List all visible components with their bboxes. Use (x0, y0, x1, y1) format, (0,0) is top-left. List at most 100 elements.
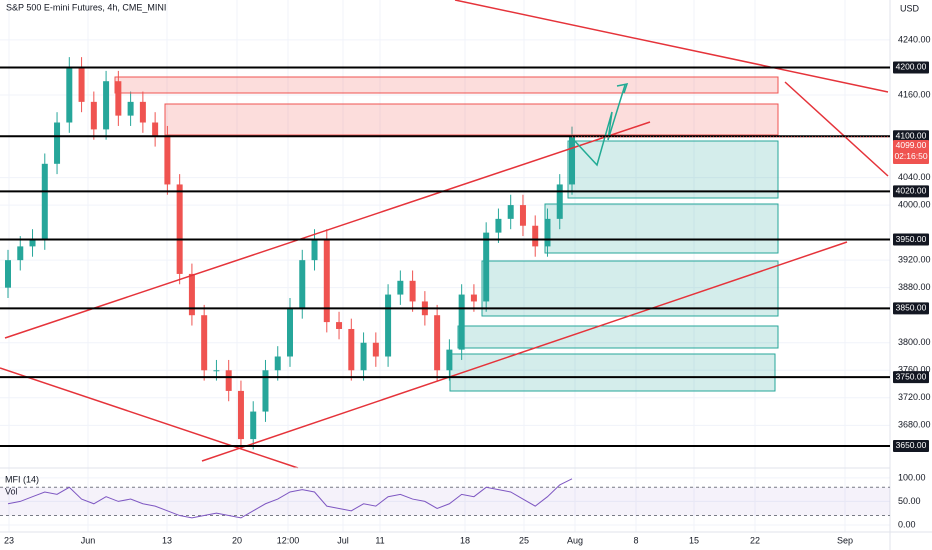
candle-body (250, 411, 257, 440)
candle-body (29, 239, 36, 247)
x-tick-label: 15 (689, 535, 699, 545)
candle-body (556, 184, 563, 219)
candle-body (127, 101, 134, 116)
projection-arrow (616, 83, 629, 94)
y-tick-label: 3680.00 (898, 420, 931, 430)
candle-body (483, 232, 490, 302)
x-tick-label: 18 (460, 535, 470, 545)
level-label-box (893, 439, 929, 452)
candle-body (323, 239, 330, 323)
candle-body (409, 280, 416, 302)
candle-body (507, 205, 514, 219)
candle-body (262, 370, 269, 412)
x-tick-label: 20 (232, 535, 242, 545)
y-tick-label: 4040.00 (898, 172, 931, 182)
candle-body (495, 218, 502, 233)
demand-zone (481, 260, 779, 317)
candle-body (5, 260, 11, 288)
trend-line (4, 121, 651, 339)
y-tick-label: 3760.00 (898, 365, 931, 375)
candle-body (348, 328, 355, 371)
trend-line (454, 0, 889, 93)
candle-body (385, 294, 392, 357)
demand-zone (449, 353, 776, 392)
level-label: 3950.00 (896, 234, 927, 244)
candle-body (287, 308, 293, 357)
x-tick-label: Jun (81, 535, 96, 545)
x-tick-label: 8 (633, 535, 638, 545)
y-tick-label: 3880.00 (898, 282, 931, 292)
level-label: 4020.00 (896, 186, 927, 196)
last-price-box (893, 139, 929, 164)
x-tick-label: 11 (375, 535, 384, 545)
level-label-box (893, 371, 929, 384)
trend-line (201, 241, 848, 462)
candle-body (41, 163, 48, 240)
drawings (0, 0, 889, 469)
candle-body (188, 273, 195, 316)
candle-body (103, 81, 110, 130)
candle-body (299, 260, 306, 309)
candle-body (90, 101, 97, 130)
demand-zone (567, 140, 779, 199)
level-label: 4100.00 (896, 131, 927, 141)
candle-body (66, 67, 73, 123)
y-tick-label: 4000.00 (898, 199, 931, 209)
candle-body (311, 239, 318, 261)
level-label: 3750.00 (896, 371, 927, 381)
level-label: 3650.00 (896, 440, 927, 450)
x-tick-label: Jul (337, 535, 349, 545)
candle-body (152, 122, 159, 137)
grid (0, 0, 890, 532)
candle-body (458, 294, 465, 350)
currency: USD (900, 3, 920, 13)
candle-body (54, 122, 61, 164)
level-label-box (893, 185, 929, 198)
candle-body (434, 315, 441, 371)
y-tick-label: 3720.00 (898, 392, 931, 402)
mfi-tick-label: 0.00 (898, 519, 916, 529)
x-tick-label: 13 (162, 535, 172, 545)
demand-zone (457, 325, 779, 349)
x-tick-label: Sep (837, 535, 853, 545)
candle-body (225, 370, 232, 391)
level-label-box (893, 233, 929, 246)
mfi-tick-label: 100.00 (898, 472, 926, 482)
supply-zone (114, 76, 779, 94)
mfi-tick-label: 50.00 (898, 496, 921, 506)
candle-body (532, 225, 539, 247)
y-tick-label: 4240.00 (898, 34, 931, 44)
countdown: 02:16:50 (894, 151, 927, 161)
trend-line (0, 367, 299, 469)
x-tick-label: Aug (567, 535, 583, 545)
candle-body (446, 349, 453, 371)
candle-body (544, 218, 551, 247)
candle-body (115, 81, 122, 116)
candle-body (139, 101, 146, 123)
candle-body (569, 136, 575, 185)
candle-body (360, 342, 367, 371)
x-tick-label: 12:00 (277, 535, 300, 545)
supply-zone (164, 103, 779, 136)
y-tick-label: 3920.00 (898, 255, 931, 265)
candle-body (17, 246, 24, 261)
candle-body (213, 370, 220, 372)
candle-body (78, 67, 85, 102)
x-tick-label: 22 (750, 535, 760, 545)
mfi-band-fill (0, 487, 890, 516)
candle-body (470, 294, 477, 302)
candle-body (274, 356, 281, 371)
level-label-box (893, 130, 929, 143)
projection-path (571, 84, 626, 167)
candle-body (164, 136, 171, 185)
mfi-line (7, 478, 573, 519)
level-label-box (893, 302, 929, 315)
y-tick-label: 4160.00 (898, 89, 931, 99)
candle-body (397, 280, 404, 295)
trend-line (784, 81, 889, 177)
candle-body (519, 205, 526, 226)
candle-body (336, 322, 343, 329)
y-tick-label: 3800.00 (898, 337, 931, 347)
